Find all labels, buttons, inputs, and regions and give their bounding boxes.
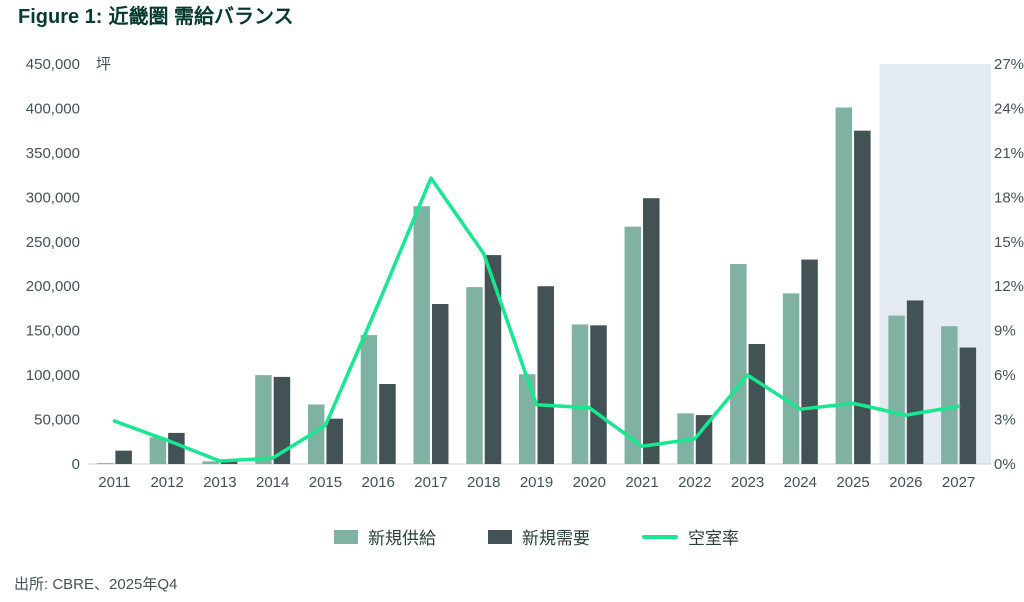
x-axis-label-2014: 2014 (256, 474, 289, 491)
y-axis-right-tick-2: 6% (994, 367, 1016, 384)
bar-demand-2027 (959, 347, 977, 464)
bar-demand-2017 (431, 304, 449, 464)
bar-demand-2025 (854, 130, 871, 464)
x-axis-label-2019: 2019 (520, 474, 553, 491)
bar-supply-2011 (96, 463, 114, 464)
y-axis-left-tick-8: 400,000 (26, 100, 80, 117)
bar-demand-2023 (748, 344, 766, 464)
bar-supply-2025 (835, 107, 853, 465)
y-axis-right-tick-8: 24% (994, 100, 1024, 117)
chart-legend: 新規供給 新規需要 空室率 (88, 524, 985, 549)
figure-title-text: 近畿圏 需給バランス (108, 6, 294, 28)
y-axis-left-tick-0: 0 (72, 456, 80, 473)
legend-label-demand: 新規需要 (522, 529, 590, 548)
bar-demand-2020 (590, 325, 607, 464)
bar-supply-2016 (360, 335, 378, 464)
x-axis-label-2026: 2026 (889, 474, 922, 491)
bar-supply-2019 (519, 374, 536, 464)
figure-title-prefix: Figure 1: (18, 6, 103, 28)
x-axis-label-2017: 2017 (414, 474, 447, 491)
y-axis-right-tick-0: 0% (994, 456, 1016, 473)
x-axis-label-2012: 2012 (150, 474, 183, 491)
bar-demand-2012 (168, 432, 185, 464)
y-axis-left-unit: 坪 (96, 56, 111, 73)
legend-label-supply: 新規供給 (368, 529, 436, 548)
x-axis-label-2021: 2021 (625, 474, 658, 491)
x-axis-label-2022: 2022 (678, 474, 711, 491)
y-axis-left-tick-5: 250,000 (26, 234, 80, 251)
bar-demand-2016 (379, 384, 396, 464)
x-axis-label-2016: 2016 (362, 474, 395, 491)
y-axis-left-tick-1: 50,000 (34, 412, 80, 429)
bar-demand-2015 (326, 418, 343, 464)
bar-demand-2021 (643, 198, 660, 464)
legend-swatch-supply (334, 529, 358, 544)
legend-line-swatch-vacancy (642, 534, 678, 539)
y-axis-left-tick-2: 100,000 (26, 367, 80, 384)
x-axis-label-2023: 2023 (731, 474, 764, 491)
bar-supply-2026 (888, 315, 905, 464)
bar-demand-2013 (220, 461, 238, 464)
y-axis-right-tick-6: 18% (994, 189, 1024, 206)
y-axis-right-tick-4: 12% (994, 278, 1024, 295)
x-axis-label-2015: 2015 (309, 474, 342, 491)
y-axis-right-tick-3: 9% (994, 323, 1016, 340)
bar-supply-2018 (466, 287, 483, 464)
bar-demand-2022 (695, 415, 713, 464)
y-axis-right-tick-1: 3% (994, 412, 1016, 429)
y-axis-right-tick-5: 15% (994, 234, 1024, 251)
bar-demand-2011 (115, 450, 132, 464)
x-axis-label-2024: 2024 (784, 474, 817, 491)
x-axis-label-2011: 2011 (98, 474, 130, 491)
bar-demand-2014 (273, 376, 291, 464)
bar-demand-2018 (484, 255, 502, 464)
bar-supply-2027 (941, 326, 958, 464)
figure-title: Figure 1: 近畿圏 需給バランス (18, 5, 294, 29)
y-axis-left-tick-7: 350,000 (26, 145, 80, 162)
legend-item-demand: 新規需要 (488, 524, 590, 549)
x-axis-label-2027: 2027 (942, 474, 975, 491)
x-axis-label-2018: 2018 (467, 474, 500, 491)
legend-item-supply: 新規供給 (334, 524, 436, 549)
legend-label-vacancy: 空室率 (688, 529, 739, 548)
bar-demand-2019 (537, 286, 554, 464)
x-axis-label-2013: 2013 (203, 474, 236, 491)
legend-item-vacancy: 空室率 (642, 524, 739, 549)
bar-supply-2023 (730, 264, 747, 464)
y-axis-right-tick-9: 27% (994, 56, 1024, 73)
bar-supply-2020 (571, 324, 589, 464)
bar-supply-2014 (255, 375, 272, 464)
legend-swatch-demand (488, 529, 512, 544)
y-axis-right-tick-7: 21% (994, 145, 1024, 162)
x-axis-label-2025: 2025 (836, 474, 869, 491)
bar-supply-2015 (307, 404, 325, 464)
y-axis-left-tick-3: 150,000 (26, 323, 80, 340)
bar-supply-2013 (202, 461, 219, 464)
bar-supply-2012 (149, 437, 167, 464)
bar-supply-2024 (782, 293, 800, 464)
bar-demand-2024 (801, 259, 818, 464)
y-axis-left-tick-6: 300,000 (26, 189, 80, 206)
y-axis-left-tick-4: 200,000 (26, 278, 80, 295)
bar-demand-2026 (906, 300, 924, 464)
bar-supply-2017 (413, 206, 430, 464)
x-axis-label-2020: 2020 (573, 474, 606, 491)
vacancy-rate-line (112, 176, 961, 463)
y-axis-left-tick-9: 450,000 (26, 56, 80, 73)
bar-supply-2021 (624, 226, 642, 464)
source-note: 出所: CBRE、2025年Q4 (14, 576, 178, 593)
